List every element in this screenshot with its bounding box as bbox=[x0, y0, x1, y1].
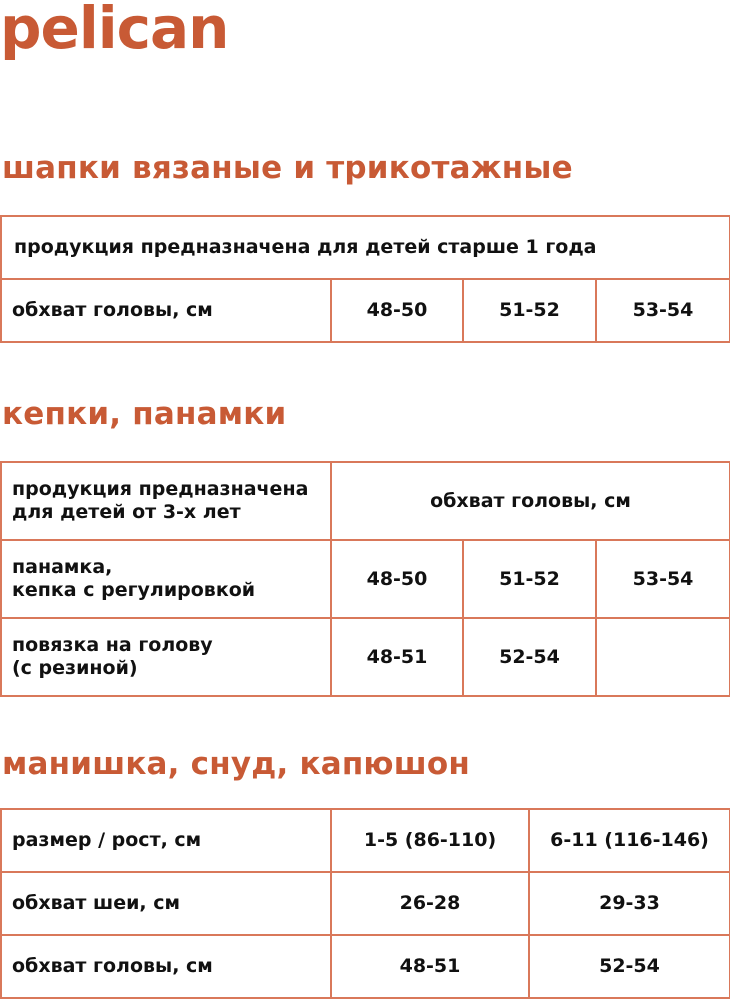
pelican-logo: pelican bbox=[0, 0, 229, 62]
row-label: обхват головы, см bbox=[0, 278, 332, 343]
row-label: обхват шеи, см bbox=[0, 871, 332, 936]
size-table-caps-panamas: продукция предназначена для детей от 3-х … bbox=[0, 461, 730, 697]
size-cell: 53-54 bbox=[594, 539, 730, 619]
row-label: размер / рост, см bbox=[0, 808, 332, 873]
size-cell: 52-54 bbox=[528, 934, 730, 999]
size-cell: 6-11 (116-146) bbox=[528, 808, 730, 873]
age-note: продукция предназначена для детей старше… bbox=[0, 215, 730, 280]
size-cell: 48-51 bbox=[330, 934, 530, 999]
size-cell: 51-52 bbox=[462, 539, 597, 619]
size-table-knitted-hats: продукция предназначена для детей старше… bbox=[0, 215, 730, 343]
row-label: панамка, кепка с регулировкой bbox=[0, 539, 332, 619]
size-table-snood-hood: размер / рост, см 1-5 (86-110) 6-11 (116… bbox=[0, 808, 730, 999]
section-title-knitted-hats: шапки вязаные и трикотажные bbox=[2, 150, 573, 186]
row-label: обхват головы, см bbox=[0, 934, 332, 999]
size-cell: 1-5 (86-110) bbox=[330, 808, 530, 873]
size-cell: 29-33 bbox=[528, 871, 730, 936]
size-cell: 48-50 bbox=[330, 278, 464, 343]
row-label: повязка на голову (с резиной) bbox=[0, 617, 332, 697]
size-cell: 48-51 bbox=[330, 617, 464, 697]
size-cell: 51-52 bbox=[462, 278, 597, 343]
size-cell: 53-54 bbox=[595, 278, 730, 343]
column-header: обхват головы, см bbox=[329, 461, 730, 541]
size-cell: 26-28 bbox=[330, 871, 530, 936]
section-title-snood-hood: манишка, снуд, капюшон bbox=[2, 746, 471, 782]
section-title-caps-panamas: кепки, панамки bbox=[2, 396, 287, 432]
age-note: продукция предназначена для детей от 3-х … bbox=[0, 461, 332, 541]
size-cell: 52-54 bbox=[462, 617, 597, 697]
size-cell bbox=[594, 617, 730, 697]
size-cell: 48-50 bbox=[330, 539, 464, 619]
